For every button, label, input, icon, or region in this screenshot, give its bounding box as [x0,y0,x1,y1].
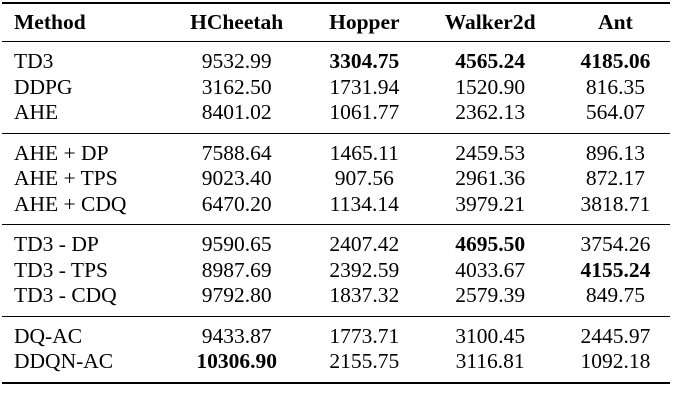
header-walker2d: Walker2d [419,2,561,42]
table-row: TD3 - DP 9590.65 2407.42 4695.50 3754.26 [2,224,670,258]
value-cell: 2459.53 [419,132,561,166]
value-cell: 3116.81 [419,349,561,384]
method-cell: TD3 [14,49,54,73]
value-cell: 4033.67 [455,257,526,282]
value-cell: 3979.21 [455,191,526,216]
value-cell: 3100.45 [419,315,561,349]
value-cell: 2445.97 [560,315,670,349]
value-cell: 6470.20 [201,191,272,216]
header-row: Method HCheetah Hopper Walker2d Ant [2,2,670,42]
value-cell: 1092.18 [560,349,670,384]
value-cell: 4695.50 [419,224,561,258]
value-cell: 9792.80 [201,283,272,307]
table-header: Method HCheetah Hopper Walker2d Ant [2,2,670,42]
value-cell: 1837.32 [329,283,400,307]
value-cell: 9433.87 [164,315,310,349]
value-cell: 2579.39 [455,283,526,307]
table-row: DDQN-AC 10306.90 2155.75 3116.81 1092.18 [2,349,670,384]
value-cell: 3162.50 [201,74,272,99]
value-cell: 1520.90 [455,74,526,99]
results-table: Method HCheetah Hopper Walker2d Ant TD3 9… [2,2,670,384]
row-group: AHE + DP 7588.64 1465.11 2459.53 896.13 AHE +… [2,132,670,225]
method-cell: AHE [14,100,59,124]
header-method: Method [2,2,164,42]
header-hopper: Hopper [309,2,420,42]
row-group: TD3 - DP 9590.65 2407.42 4695.50 3754.26 TD3 … [2,224,670,317]
value-cell: 2407.42 [309,224,420,258]
table-row: TD3 9532.99 3304.75 4565.24 4185.06 [2,42,670,75]
row-group: DQ-AC 9433.87 1773.71 3100.45 2445.97 DDQN-AC… [2,315,670,384]
method-cell: TD3 - DP [2,224,164,258]
value-cell: 3754.26 [560,224,670,258]
table-row: AHE + TPS 9023.40 907.56 2961.36 872.17 [2,166,670,192]
value-cell: 896.13 [560,132,670,166]
value-cell: 4155.24 [580,257,651,282]
method-cell: DDPG [14,74,73,99]
method-cell: AHE + DP [2,132,164,166]
table-row: AHE + CDQ 6470.20 1134.14 3979.21 3818.71 [2,192,670,225]
value-cell: 2155.75 [309,349,420,384]
value-cell: 907.56 [334,166,394,190]
value-cell: 9532.99 [201,49,272,73]
value-cell: 564.07 [585,100,646,124]
table-row: AHE + DP 7588.64 1465.11 2459.53 896.13 [2,132,670,166]
value-cell: 3304.75 [329,49,400,73]
value-cell: 872.17 [585,166,646,190]
method-cell: TD3 - TPS [14,257,108,282]
value-cell: 1134.14 [329,191,399,216]
header-hcheetah: HCheetah [164,2,310,42]
value-cell: 10306.90 [164,349,310,384]
method-cell: AHE + TPS [14,166,118,190]
value-cell: 2961.36 [455,166,526,190]
row-group: TD3 9532.99 3304.75 4565.24 4185.06 DDPG 3162.… [2,42,670,134]
method-cell: DDQN-AC [2,349,164,384]
value-cell: 849.75 [585,283,646,307]
value-cell: 1061.77 [329,100,400,124]
value-cell: 2362.13 [455,100,526,124]
table-row: AHE 8401.02 1061.77 2362.13 564.07 [2,100,670,133]
method-cell: TD3 - CDQ [14,283,117,307]
value-cell: 4565.24 [455,49,526,73]
table-row: TD3 - CDQ 9792.80 1837.32 2579.39 849.75 [2,283,670,316]
method-cell: DQ-AC [2,315,164,349]
value-cell: 8987.69 [201,257,272,282]
value-cell: 7588.64 [164,132,310,166]
value-cell: 1773.71 [309,315,420,349]
table-row: TD3 - TPS 8987.69 2392.59 4033.67 4155.24 [2,258,670,284]
table-row: DQ-AC 9433.87 1773.71 3100.45 2445.97 [2,315,670,349]
table-row: DDPG 3162.50 1731.94 1520.90 816.35 [2,75,670,101]
value-cell: 2392.59 [329,257,400,282]
value-cell: 9023.40 [201,166,272,190]
value-cell: 1731.94 [329,74,400,99]
value-cell: 3818.71 [580,191,651,216]
method-cell: AHE + CDQ [14,191,127,216]
value-cell: 8401.02 [201,100,272,124]
value-cell: 9590.65 [164,224,310,258]
value-cell: 816.35 [585,74,646,99]
value-cell: 4185.06 [580,49,651,73]
value-cell: 1465.11 [309,132,420,166]
header-ant: Ant [560,2,670,42]
